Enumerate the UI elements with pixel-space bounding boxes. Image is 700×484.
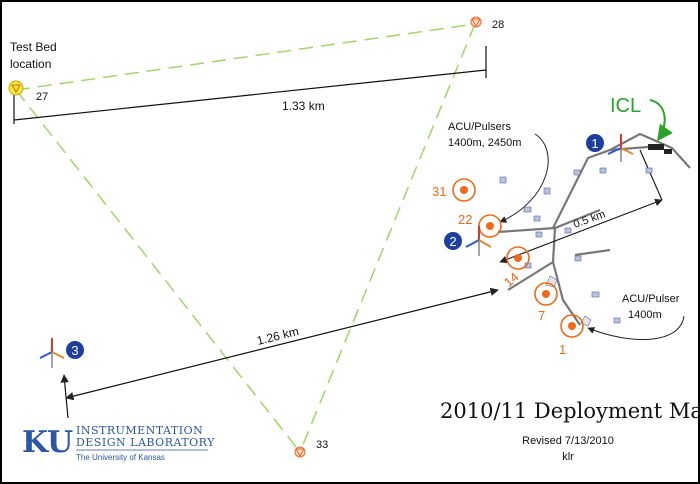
logo-line-2: DESIGN LABORATORY (76, 436, 215, 449)
acu-pulsers-label-1: ACU/Pulsers (448, 121, 511, 133)
distance-bar-bottom (60, 287, 499, 419)
test-bed-label-2: location (10, 57, 51, 71)
turbine-2-icon (465, 226, 492, 256)
dashed-line-27-28 (15, 23, 476, 91)
revision-initials: klr (562, 451, 574, 463)
station-28-label: 28 (492, 19, 504, 31)
turbine-3-badge: 3 (66, 341, 84, 359)
turbine-3-icon (39, 338, 65, 368)
station-33-marker (294, 446, 306, 458)
acu-pulsers-label-2: 1400m, 2450m (448, 137, 521, 149)
station-28-marker (470, 16, 482, 28)
ku-logo-mark: KU (22, 425, 73, 460)
ku-logo: KU INSTRUMENTATION DESIGN LABORATORY The… (22, 424, 215, 462)
test-bed-label-1: Test Bed (10, 40, 57, 54)
distance-label-top: 1.33 km (282, 99, 325, 113)
station-22-label: 22 (458, 212, 472, 227)
station-14-marker (506, 246, 530, 270)
turbine-2-badge: 2 (444, 232, 462, 250)
icl-label: ICL (610, 95, 641, 117)
station-1-marker (560, 314, 584, 338)
station-14-label: 14 (501, 269, 522, 290)
revised-date: Revised 7/13/2010 (522, 435, 614, 447)
station-33-label: 33 (316, 439, 328, 451)
station-1-label: 1 (559, 342, 566, 357)
station-27-marker (8, 80, 24, 96)
svg-text:1: 1 (591, 136, 598, 151)
turbine-1-icon (607, 134, 634, 162)
station-7-marker (534, 282, 558, 306)
distance-label-bottom: 1.26 km (255, 324, 300, 348)
acu-pulser-label-1: ACU/Pulser (622, 293, 680, 305)
icl-building (648, 144, 672, 154)
acu-pulsers-arrow (499, 133, 549, 223)
facility-icons (499, 167, 653, 327)
logo-line-3: The University of Kansas (76, 453, 165, 462)
station-27-label: 27 (36, 91, 48, 103)
dashed-line-27-33 (15, 89, 301, 453)
map-title: 2010/11 Deployment Map (440, 399, 700, 423)
acu-pulser-label-2: 1400m (628, 309, 662, 321)
svg-text:2: 2 (449, 234, 456, 249)
distance-bar-mid (499, 149, 663, 264)
station-7-label: 7 (538, 308, 545, 323)
station-31-label: 31 (432, 184, 446, 199)
distance-bar-top (13, 46, 487, 124)
acu-pulser-arrow (587, 315, 685, 341)
station-31-marker (452, 178, 476, 202)
turbine-1-badge: 1 (586, 134, 604, 152)
icl-arrow (649, 99, 673, 142)
station-22-marker (478, 214, 502, 238)
triangle-dashed-lines (15, 23, 476, 453)
svg-text:3: 3 (71, 343, 78, 358)
logo-line-1: INSTRUMENTATION (76, 424, 203, 437)
